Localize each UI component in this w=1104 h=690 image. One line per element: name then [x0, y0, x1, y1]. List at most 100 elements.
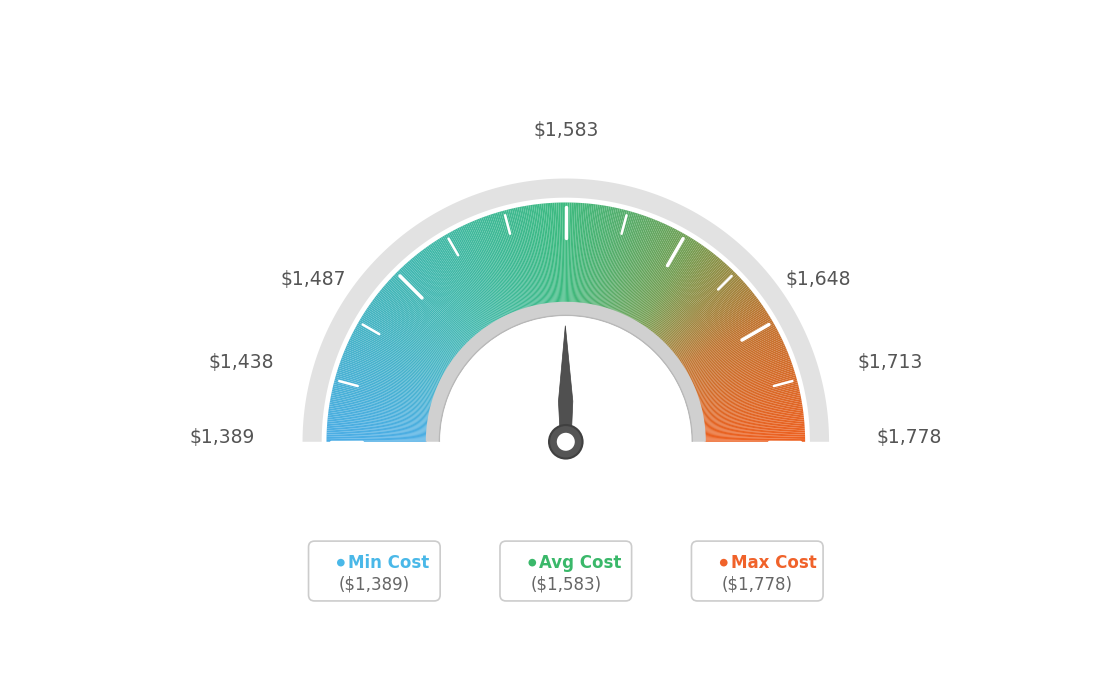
Wedge shape: [327, 434, 427, 439]
Wedge shape: [693, 347, 786, 388]
Wedge shape: [516, 208, 538, 306]
Wedge shape: [702, 397, 802, 417]
Wedge shape: [338, 366, 434, 399]
Wedge shape: [693, 348, 787, 388]
Wedge shape: [626, 226, 671, 317]
Circle shape: [529, 559, 537, 566]
Text: ($1,389): ($1,389): [339, 575, 410, 593]
Wedge shape: [327, 436, 427, 440]
Wedge shape: [450, 231, 500, 320]
Wedge shape: [369, 304, 453, 363]
Wedge shape: [644, 244, 702, 328]
Wedge shape: [599, 210, 625, 307]
Wedge shape: [564, 202, 566, 303]
Wedge shape: [475, 220, 513, 313]
Wedge shape: [425, 247, 485, 330]
Wedge shape: [562, 202, 565, 303]
Wedge shape: [692, 344, 785, 386]
Wedge shape: [502, 210, 530, 308]
Wedge shape: [662, 270, 734, 343]
Wedge shape: [333, 384, 431, 409]
Wedge shape: [479, 218, 517, 313]
Wedge shape: [543, 204, 554, 304]
Wedge shape: [636, 235, 688, 322]
Wedge shape: [405, 264, 474, 339]
Wedge shape: [365, 309, 450, 366]
Wedge shape: [429, 244, 488, 328]
Wedge shape: [416, 254, 480, 333]
Wedge shape: [344, 351, 437, 390]
Wedge shape: [661, 268, 732, 342]
Wedge shape: [335, 377, 432, 405]
Wedge shape: [690, 333, 779, 380]
Wedge shape: [467, 223, 510, 315]
Text: $1,438: $1,438: [209, 353, 274, 373]
Wedge shape: [541, 204, 553, 304]
Wedge shape: [703, 410, 804, 424]
Wedge shape: [643, 241, 699, 326]
Wedge shape: [672, 289, 752, 354]
Wedge shape: [339, 362, 435, 397]
Wedge shape: [556, 203, 562, 303]
Wedge shape: [327, 425, 427, 433]
Wedge shape: [683, 315, 769, 369]
Wedge shape: [616, 219, 654, 313]
Wedge shape: [342, 354, 437, 392]
Wedge shape: [689, 331, 779, 379]
Wedge shape: [327, 421, 427, 431]
Wedge shape: [386, 282, 463, 350]
Wedge shape: [629, 229, 678, 319]
Wedge shape: [694, 354, 789, 392]
Wedge shape: [614, 217, 650, 312]
Wedge shape: [357, 323, 445, 374]
Wedge shape: [635, 234, 686, 322]
Wedge shape: [329, 408, 428, 423]
Wedge shape: [373, 298, 455, 359]
Wedge shape: [597, 208, 622, 307]
Wedge shape: [336, 375, 433, 404]
Wedge shape: [620, 221, 661, 315]
Wedge shape: [401, 267, 470, 342]
Wedge shape: [703, 412, 804, 426]
Wedge shape: [667, 278, 742, 348]
Wedge shape: [331, 395, 429, 416]
Wedge shape: [658, 264, 726, 339]
Wedge shape: [417, 253, 480, 333]
Wedge shape: [694, 352, 788, 391]
Wedge shape: [466, 224, 509, 316]
Wedge shape: [704, 417, 804, 428]
Wedge shape: [532, 205, 548, 304]
Wedge shape: [415, 255, 479, 334]
Wedge shape: [566, 202, 570, 303]
Wedge shape: [582, 204, 596, 304]
Wedge shape: [700, 379, 797, 406]
Wedge shape: [523, 206, 542, 305]
Wedge shape: [682, 312, 768, 367]
Wedge shape: [384, 285, 461, 352]
Wedge shape: [638, 238, 692, 324]
Wedge shape: [400, 268, 470, 342]
Wedge shape: [493, 213, 526, 309]
Wedge shape: [490, 214, 523, 310]
Wedge shape: [628, 228, 675, 318]
Wedge shape: [703, 404, 803, 421]
Wedge shape: [367, 307, 452, 365]
Text: Min Cost: Min Cost: [348, 553, 429, 571]
Wedge shape: [594, 208, 616, 306]
Wedge shape: [560, 202, 564, 303]
Wedge shape: [402, 266, 471, 341]
Wedge shape: [684, 318, 772, 371]
Wedge shape: [623, 224, 666, 316]
Wedge shape: [576, 203, 586, 304]
Wedge shape: [698, 370, 795, 401]
Circle shape: [720, 559, 728, 566]
Wedge shape: [678, 301, 761, 361]
Wedge shape: [473, 221, 512, 314]
Wedge shape: [353, 330, 443, 378]
Wedge shape: [559, 203, 563, 303]
Wedge shape: [659, 265, 729, 340]
Wedge shape: [538, 204, 551, 304]
Wedge shape: [651, 254, 715, 333]
Wedge shape: [346, 347, 438, 388]
Wedge shape: [652, 255, 716, 334]
